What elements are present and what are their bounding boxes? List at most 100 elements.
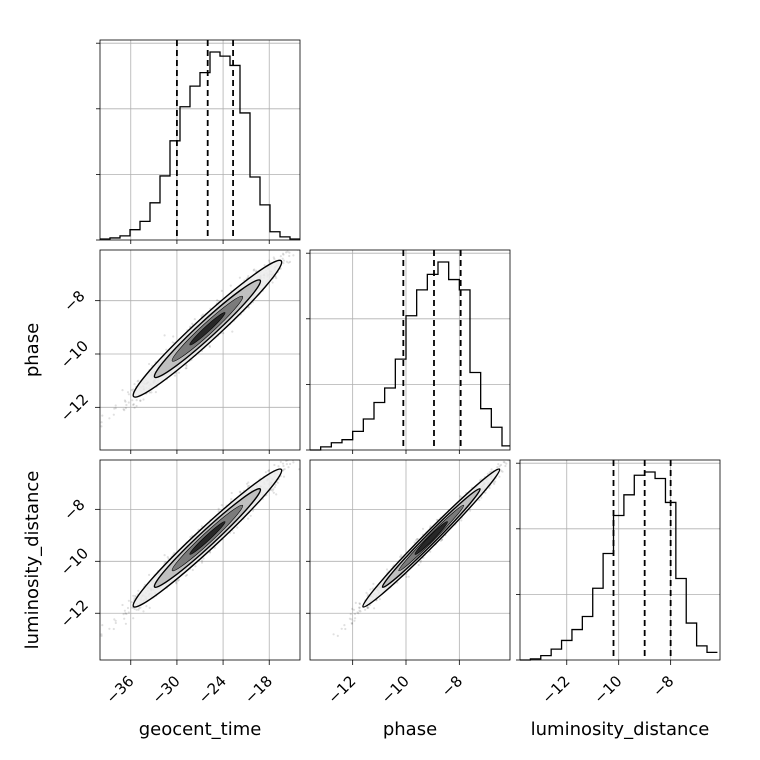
sample-point (429, 525, 432, 528)
sample-point (148, 391, 151, 394)
sample-point (127, 611, 130, 614)
gridlines (310, 250, 510, 450)
sample-point (251, 509, 255, 512)
sample-point (272, 491, 275, 494)
sample-point (484, 491, 487, 494)
sample-point (373, 607, 376, 610)
panel-frame (99, 39, 301, 241)
sample-point (100, 634, 103, 638)
sample-point (248, 484, 251, 487)
sample-point (289, 455, 291, 457)
sample-point (282, 464, 285, 468)
sample-point (150, 391, 153, 394)
sample-point (132, 403, 135, 406)
sample-point (528, 443, 530, 445)
sample-point (217, 507, 220, 510)
sample-point (194, 565, 197, 568)
sample-point (513, 448, 515, 450)
sample-point (267, 469, 270, 473)
sample-point (350, 621, 353, 625)
sample-point (208, 345, 211, 349)
sample-point (417, 563, 420, 567)
sample-point (511, 463, 513, 465)
sample-point (246, 485, 249, 488)
sample-point (288, 453, 290, 455)
sample-point (200, 314, 203, 317)
sample-point (486, 472, 489, 475)
x-tick-label: −10 (378, 672, 413, 707)
sample-point (285, 463, 288, 466)
sample-point (407, 575, 410, 578)
sample-point (460, 519, 463, 522)
sample-point (229, 284, 232, 287)
sample-point (358, 609, 361, 612)
sample-point (249, 514, 252, 517)
sample-point (267, 469, 271, 472)
sample-point (127, 401, 130, 404)
sample-point (512, 453, 514, 455)
histogram-step (310, 261, 510, 451)
sample-point (142, 398, 145, 401)
sample-point (400, 554, 403, 557)
x-axis-label-phase: phase (383, 719, 437, 740)
x-tick-label: −24 (195, 672, 230, 707)
sample-point (108, 417, 111, 420)
sample-point (122, 613, 125, 616)
sample-point (353, 612, 357, 616)
sample-point (114, 404, 117, 407)
sample-point (555, 409, 557, 411)
contour-level-4 (189, 312, 226, 346)
sample-point (130, 388, 133, 392)
sample-point (298, 468, 300, 471)
y-tick-label: −10 (57, 337, 92, 372)
sample-point (366, 606, 369, 610)
y-tick-label: −12 (57, 596, 92, 631)
density-contours (132, 468, 283, 608)
sample-point (287, 466, 290, 469)
sample-point (130, 601, 133, 604)
sample-point (273, 463, 276, 467)
sample-point (503, 461, 506, 464)
sample-point (288, 457, 290, 459)
panel-2d-phase-luminosity_distance (309, 409, 557, 661)
gridlines (520, 460, 720, 660)
sample-point (271, 489, 274, 492)
sample-point (301, 445, 303, 447)
x-axis-label-luminosity_distance: luminosity_distance (531, 719, 710, 740)
density-contours (132, 259, 283, 398)
x-tick-label: −36 (102, 672, 137, 707)
sample-point (121, 389, 124, 392)
sample-point (145, 605, 148, 608)
x-axis-label-geocent_time: geocent_time (139, 719, 262, 740)
sample-point (272, 488, 275, 491)
sample-point (506, 453, 508, 455)
sample-point (123, 399, 126, 402)
sample-point (283, 468, 286, 471)
sample-point (123, 609, 126, 612)
sample-point (507, 457, 509, 459)
sample-point (201, 313, 205, 316)
sample-point (172, 335, 175, 338)
sample-point (416, 537, 419, 541)
sample-point (354, 601, 357, 605)
sample-point (298, 247, 300, 249)
sample-point (285, 260, 288, 263)
sample-point (285, 460, 288, 462)
sample-point (184, 367, 187, 370)
sample-point (271, 281, 274, 284)
sample-point (399, 555, 402, 559)
sample-point (385, 568, 389, 571)
sample-point (332, 633, 335, 636)
sample-point (200, 561, 204, 564)
x-tick-label: −30 (149, 672, 184, 707)
sample-point (101, 414, 104, 417)
sample-point (419, 559, 422, 562)
panel-frame (519, 459, 721, 661)
contour-level-4 (414, 521, 448, 555)
sample-point (126, 391, 130, 394)
sample-point (230, 491, 233, 495)
sample-point (494, 480, 497, 483)
sample-point (131, 399, 134, 402)
sample-point (114, 619, 117, 622)
